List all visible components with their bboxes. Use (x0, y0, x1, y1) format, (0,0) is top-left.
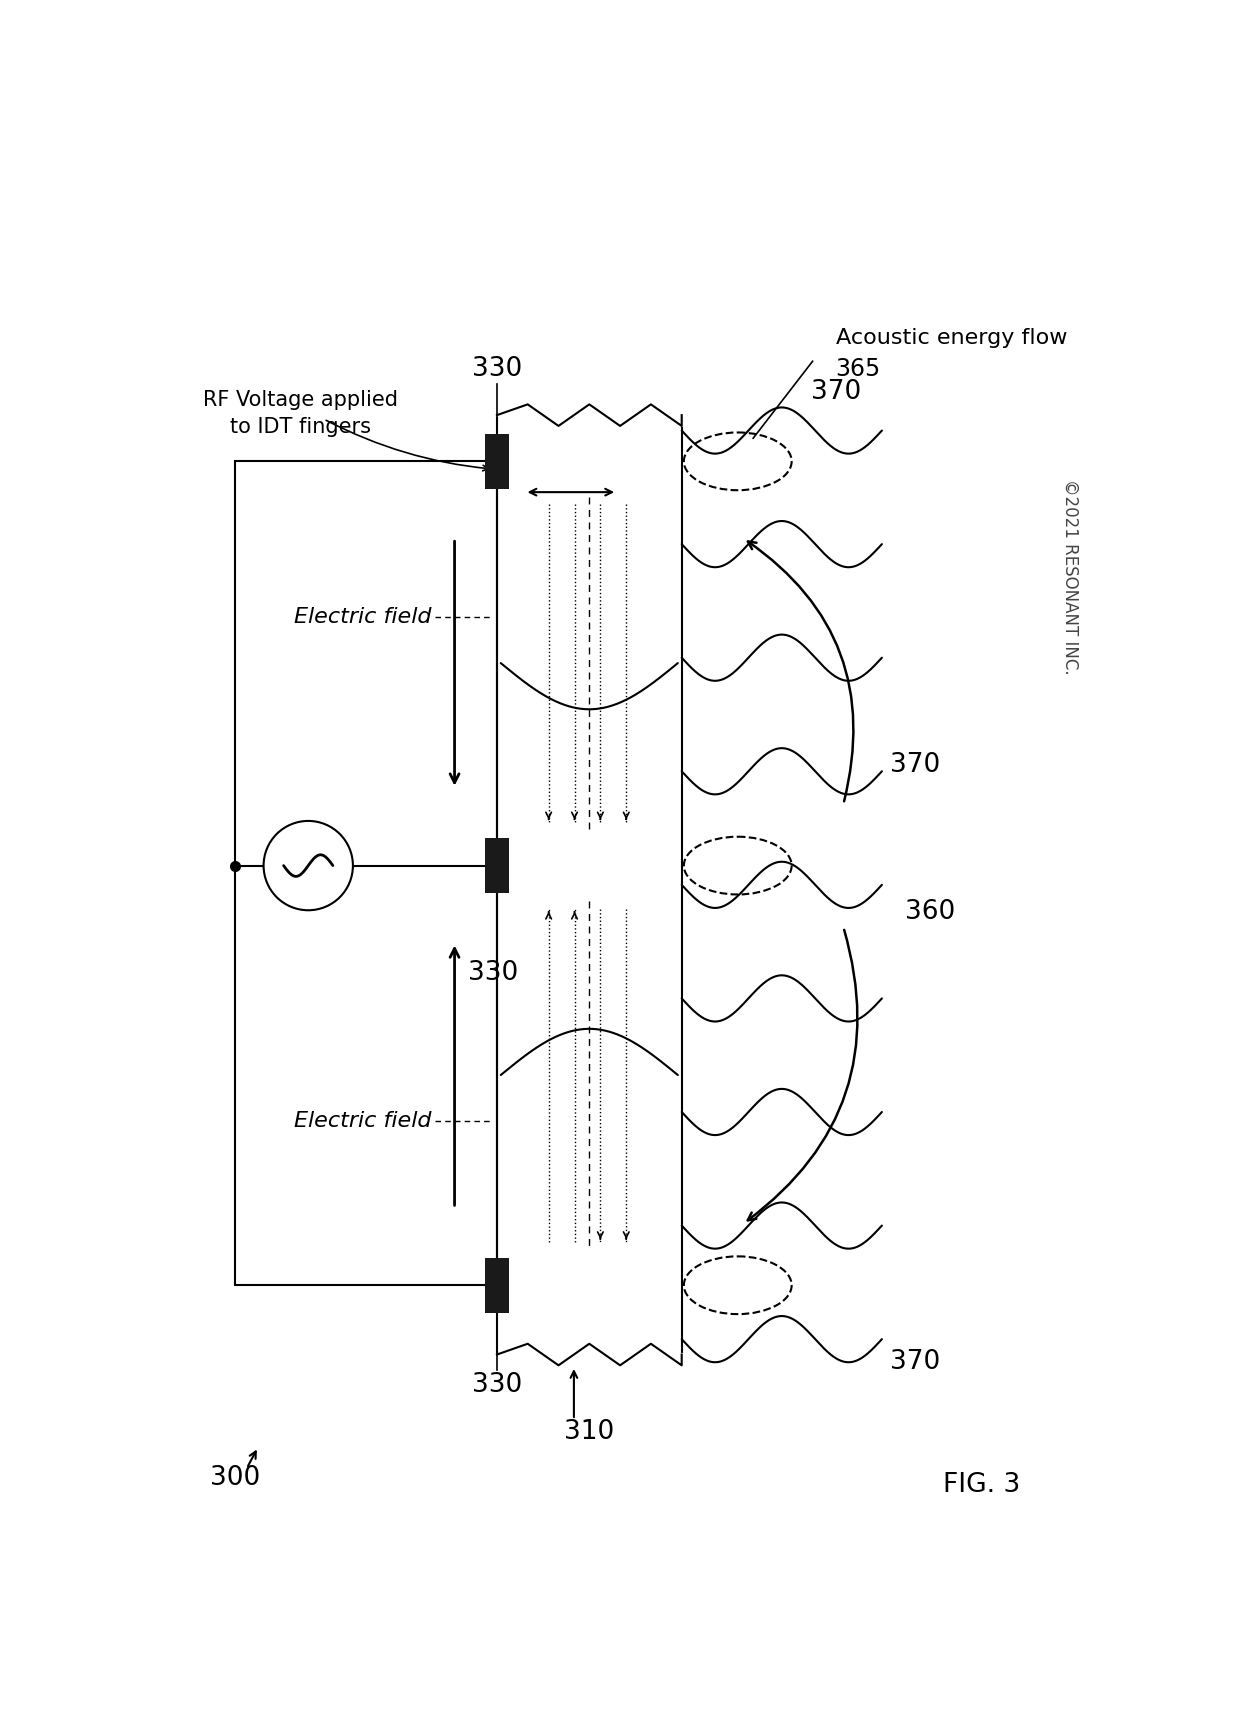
Text: Electric field: Electric field (294, 606, 432, 627)
Text: 310: 310 (564, 1418, 615, 1444)
Text: 300: 300 (210, 1464, 260, 1490)
Text: 370: 370 (889, 753, 940, 779)
Text: 330: 330 (471, 1373, 522, 1399)
Text: 330: 330 (467, 960, 518, 986)
Bar (485, 838, 510, 893)
Text: 360: 360 (905, 898, 955, 924)
Bar (485, 433, 510, 489)
Text: 330: 330 (471, 356, 522, 382)
Text: FIG. 3: FIG. 3 (944, 1473, 1021, 1499)
Text: RF Voltage applied: RF Voltage applied (203, 390, 398, 409)
Text: 365: 365 (836, 357, 880, 382)
Text: Acoustic energy flow: Acoustic energy flow (836, 328, 1068, 349)
Bar (485, 1257, 510, 1313)
Text: 370: 370 (889, 1349, 940, 1375)
Bar (236, 461, 497, 1285)
Text: 370: 370 (811, 378, 861, 406)
Text: ©2021 RESONANT INC.: ©2021 RESONANT INC. (1061, 478, 1080, 675)
Circle shape (264, 820, 353, 910)
Text: to IDT fingers: to IDT fingers (231, 416, 371, 437)
Text: Electric field: Electric field (294, 1110, 432, 1131)
